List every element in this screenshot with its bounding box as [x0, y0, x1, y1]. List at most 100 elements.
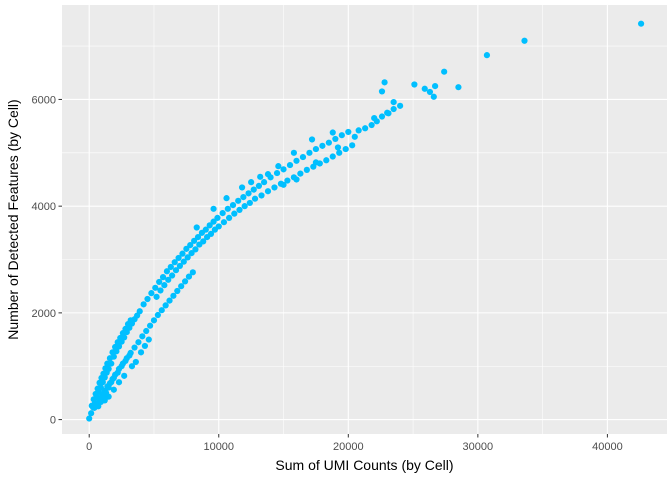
data-point — [207, 230, 215, 238]
data-point — [117, 334, 124, 342]
data-point — [258, 192, 265, 199]
data-point — [118, 363, 125, 370]
data-point — [390, 105, 397, 113]
data-point — [241, 203, 248, 210]
data-point — [148, 290, 155, 297]
data-point — [183, 245, 190, 252]
data-point — [122, 325, 129, 332]
data-point — [299, 153, 307, 161]
x-tick-label: 40000 — [592, 441, 623, 453]
data-point — [143, 327, 150, 335]
data-point — [210, 218, 217, 225]
data-point — [455, 84, 462, 91]
data-point — [397, 102, 404, 109]
data-point — [140, 301, 147, 308]
data-point — [105, 393, 112, 400]
data-point — [246, 199, 253, 207]
data-point — [101, 397, 108, 404]
data-point — [137, 349, 145, 356]
data-point — [323, 157, 330, 164]
data-point — [303, 166, 310, 173]
data-point — [378, 113, 386, 120]
data-point — [146, 322, 154, 329]
data-point — [280, 181, 287, 188]
data-point — [141, 342, 149, 350]
data-point — [264, 171, 272, 178]
y-tick-label: 2000 — [32, 308, 56, 320]
data-point — [273, 169, 281, 177]
data-point — [166, 297, 173, 304]
data-point — [390, 99, 397, 106]
data-point — [257, 173, 264, 180]
data-point — [188, 250, 195, 257]
x-tick-label: 10000 — [203, 441, 234, 453]
y-tick-label: 6000 — [32, 94, 56, 106]
data-point — [153, 293, 160, 300]
data-point — [250, 186, 257, 193]
data-point — [161, 282, 168, 289]
data-point — [238, 184, 246, 191]
data-point — [483, 52, 491, 59]
data-point — [179, 250, 186, 257]
data-point — [126, 352, 133, 359]
data-point — [355, 127, 362, 134]
y-tick-label: 4000 — [32, 201, 56, 213]
data-point — [128, 363, 136, 370]
data-point — [290, 149, 297, 156]
data-point — [226, 214, 233, 221]
data-point — [104, 360, 111, 367]
data-point — [165, 276, 172, 283]
data-point — [109, 349, 116, 356]
data-point — [171, 259, 178, 266]
data-point — [150, 317, 158, 324]
data-point — [114, 369, 121, 376]
data-point — [88, 410, 95, 417]
data-point — [293, 157, 300, 164]
x-axis-title: Sum of UMI Counts (by Cell) — [275, 457, 453, 473]
data-point — [312, 145, 320, 153]
data-point — [345, 128, 352, 136]
y-tick-label: 0 — [50, 415, 56, 427]
y-axis-title: Number of Detected Features (by Cell) — [5, 99, 21, 339]
data-point — [338, 132, 345, 139]
data-point — [154, 311, 161, 319]
data-point — [127, 317, 134, 324]
x-tick-label: 20000 — [333, 441, 364, 453]
data-point — [172, 267, 180, 274]
data-point — [349, 142, 356, 149]
data-point — [223, 195, 230, 202]
data-point — [144, 295, 151, 303]
data-point — [185, 273, 193, 280]
x-tick-label: 30000 — [463, 441, 494, 453]
data-point — [206, 222, 213, 229]
data-point — [169, 272, 176, 279]
data-point — [180, 258, 187, 265]
data-point — [187, 242, 194, 249]
data-point — [214, 214, 221, 221]
data-point — [245, 190, 252, 197]
data-point — [271, 184, 278, 191]
data-point — [260, 179, 268, 186]
data-point — [174, 287, 181, 295]
data-point — [231, 210, 238, 217]
data-point — [362, 125, 369, 132]
data-point — [112, 343, 119, 351]
data-point — [122, 357, 129, 364]
data-point — [275, 163, 282, 170]
data-point — [342, 145, 349, 153]
data-point — [255, 182, 263, 189]
data-point — [432, 83, 439, 90]
data-point — [184, 254, 191, 261]
data-points — [86, 20, 645, 422]
data-point — [306, 149, 313, 156]
data-point — [121, 372, 128, 379]
data-point — [181, 278, 189, 285]
data-point — [236, 206, 243, 213]
data-point — [351, 133, 358, 140]
data-point — [135, 339, 142, 346]
data-point — [102, 365, 109, 372]
data-point — [325, 139, 332, 146]
data-point — [264, 188, 272, 195]
data-point — [100, 370, 107, 377]
